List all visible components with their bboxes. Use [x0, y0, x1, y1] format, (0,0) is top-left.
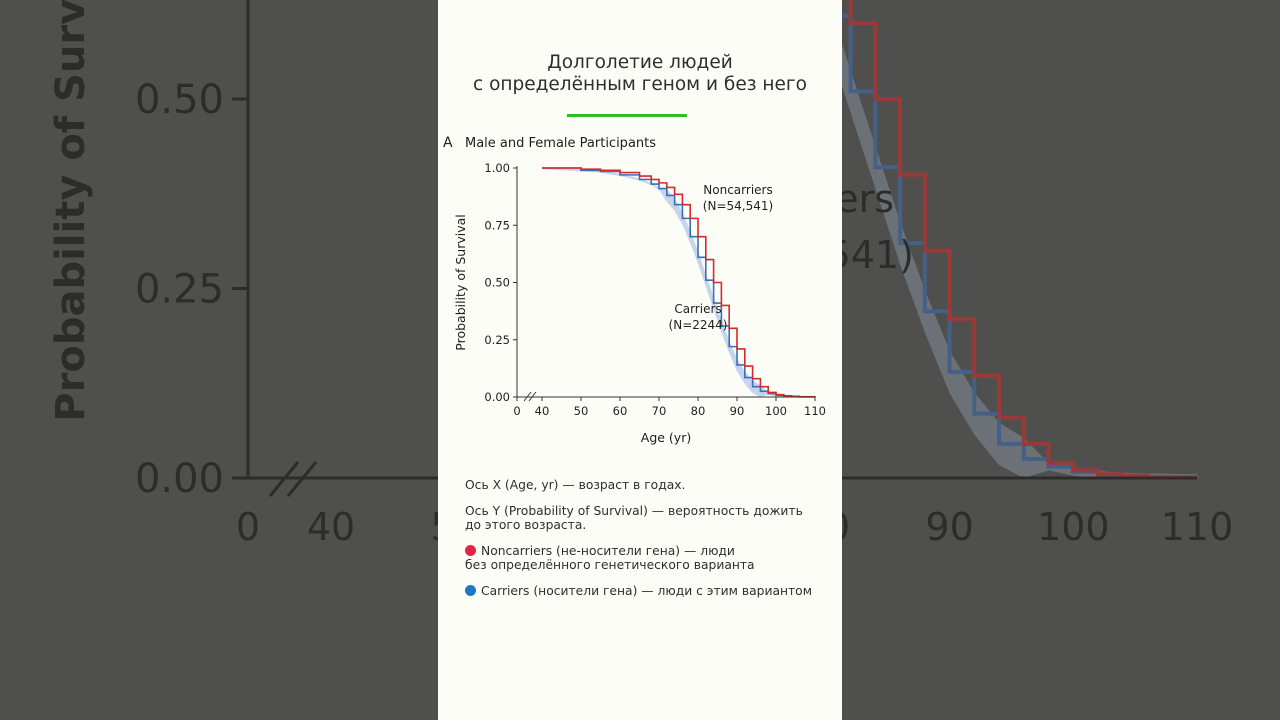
noncarriers-dot-icon	[465, 545, 476, 556]
background-carriers-line	[331, 0, 438, 478]
background-x-tick-label: 90	[925, 505, 973, 549]
background-chart-right: 0.500.250.000405060708090100110Probabili…	[842, 0, 1233, 549]
x-tick-label: 90	[730, 404, 745, 418]
background-y-axis-label: Probability of Survival	[48, 0, 94, 422]
noncarriers-explanation-line-2: без определённого генетического варианта	[465, 558, 755, 572]
noncarriers-series-line	[542, 167, 816, 398]
y-tick-label: 1.00	[484, 161, 510, 175]
y-axis-explanation: Ось Y (Probability of Survival) — вероят…	[465, 504, 803, 532]
x-tick-label: 40	[535, 404, 550, 418]
x-tick-label: 100	[765, 404, 787, 418]
noncarriers-count-annotation: (N=54,541)	[703, 199, 773, 213]
background-chart-group: 0.500.250.000405060708090100110Probabili…	[842, 0, 1233, 549]
background-carriers-band	[842, 43, 1197, 478]
background-x-tick-label: 50	[431, 505, 438, 549]
background-chart-left: 0.500.250.000405060708090100110Probabili…	[48, 0, 438, 549]
y-tick-label: 0.00	[484, 390, 510, 404]
panel-title: Male and Female Participants	[465, 136, 657, 151]
y-tick-label: 0.75	[484, 218, 510, 232]
background-chart-group: 0.500.250.000405060708090100110Probabili…	[48, 0, 438, 549]
background-x-tick-label: 100	[1037, 505, 1110, 549]
background-axis-break-2	[286, 461, 318, 497]
survival-chart: 1.00 0.75 0.50 0.25 0.000 40 50 60 70 80 90 100 110 A…	[453, 161, 826, 445]
carriers-explanation: Carriers (носители гена) — люди с этим в…	[465, 584, 812, 598]
title-line-2: с определённым геном и без него	[473, 74, 807, 95]
background-y-tick-label: 0.25	[135, 267, 224, 313]
background-x-tick-label: 110	[1161, 505, 1234, 549]
background-noncarriers-annotation: Noncarriers	[842, 177, 894, 221]
background-y-tick-label: 0.50	[135, 77, 224, 123]
background-noncarriers-count: (N=54,541)	[842, 233, 914, 277]
carriers-series-line	[542, 167, 816, 398]
x-tick-label: 0	[513, 404, 520, 418]
background-carriers-band	[331, 0, 438, 478]
y-tick-label: 0.50	[484, 276, 510, 290]
carriers-explanation-text: Carriers (носители гена) — люди с этим в…	[481, 584, 812, 598]
background-x-tick-label: 80	[842, 505, 850, 549]
axis-break-mark-1	[523, 391, 532, 402]
panel-letter: A	[443, 135, 453, 151]
carriers-count-annotation: (N=2244)	[669, 318, 728, 332]
x-tick-label: 50	[574, 404, 589, 418]
background-x-tick-label: 40	[307, 505, 355, 549]
axis-break-mark-2	[528, 391, 537, 402]
noncarriers-explanation-line-1: Noncarriers (не-носители гена) — люди	[481, 544, 735, 558]
y-axis-label: Probability of Survival	[453, 214, 468, 350]
carriers-annotation: Carriers	[674, 302, 721, 316]
background-noncarriers-line	[331, 0, 438, 478]
x-tick-label: 70	[652, 404, 667, 418]
noncarriers-annotation: Noncarriers	[703, 183, 772, 197]
background-x-tick-label: 0	[236, 505, 260, 549]
carriers-dot-icon	[465, 585, 476, 596]
background-y-tick-label: 0.00	[135, 456, 224, 502]
x-axis-label: Age (yr)	[641, 430, 691, 445]
content-card: Долголетие людей с определённым геном и …	[438, 0, 842, 720]
title-underline	[567, 114, 687, 117]
y-axis-explanation-line-2: до этого возраста.	[465, 518, 587, 532]
y-tick-label: 0.25	[484, 333, 510, 347]
background-zoom-left: 0.500.250.000405060708090100110Probabili…	[0, 0, 438, 720]
y-axis-explanation-line-1: Ось Y (Probability of Survival) — вероят…	[465, 504, 803, 518]
background-zoom-right: 0.500.250.000405060708090100110Probabili…	[842, 0, 1280, 720]
background-noncarriers-line	[848, 0, 1199, 480]
title-line-1: Долголетие людей	[547, 52, 733, 73]
page-title: Долголетие людей с определённым геном и …	[438, 52, 842, 96]
carriers-confidence-band	[542, 168, 815, 397]
x-tick-label: 80	[691, 404, 706, 418]
x-axis-explanation: Ось X (Age, yr) — возраст в годах.	[465, 478, 686, 492]
background-axis-break-1	[268, 461, 300, 497]
x-tick-label: 60	[613, 404, 628, 418]
x-tick-label: 110	[804, 404, 826, 418]
noncarriers-explanation: Noncarriers (не-носители гена) — люди бе…	[465, 544, 755, 572]
